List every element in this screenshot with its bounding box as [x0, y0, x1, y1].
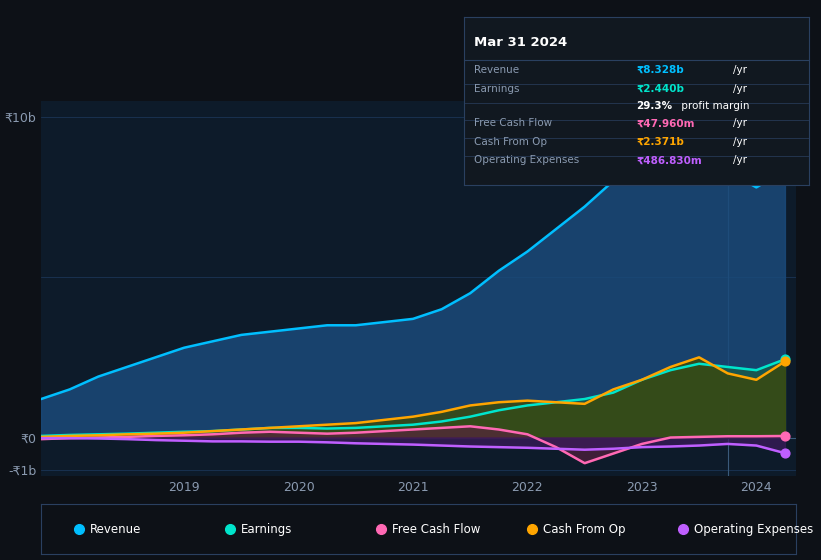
Text: ₹47.960m: ₹47.960m	[636, 119, 695, 128]
Point	[778, 449, 791, 458]
Text: Free Cash Flow: Free Cash Flow	[475, 119, 553, 128]
Text: Operating Expenses: Operating Expenses	[475, 156, 580, 165]
Text: ₹486.830m: ₹486.830m	[636, 156, 702, 165]
Text: ₹2.440b: ₹2.440b	[636, 84, 684, 94]
Text: 29.3%: 29.3%	[636, 101, 672, 111]
Text: Cash From Op: Cash From Op	[475, 137, 548, 147]
Text: Mar 31 2024: Mar 31 2024	[475, 36, 567, 49]
Text: /yr: /yr	[733, 84, 747, 94]
Point	[778, 166, 791, 175]
Text: ₹2.371b: ₹2.371b	[636, 137, 684, 147]
Point	[778, 432, 791, 441]
Point	[778, 355, 791, 364]
Text: Operating Expenses: Operating Expenses	[695, 522, 814, 536]
Text: Cash From Op: Cash From Op	[544, 522, 626, 536]
Text: /yr: /yr	[733, 137, 747, 147]
Text: Revenue: Revenue	[90, 522, 141, 536]
Text: Earnings: Earnings	[241, 522, 292, 536]
Text: profit margin: profit margin	[677, 101, 749, 111]
Text: /yr: /yr	[733, 65, 747, 74]
Text: Earnings: Earnings	[475, 84, 520, 94]
Text: Revenue: Revenue	[475, 65, 520, 74]
Text: /yr: /yr	[733, 119, 747, 128]
Point	[778, 357, 791, 366]
Text: ₹8.328b: ₹8.328b	[636, 65, 684, 74]
Text: Free Cash Flow: Free Cash Flow	[392, 522, 480, 536]
Text: /yr: /yr	[733, 156, 747, 165]
